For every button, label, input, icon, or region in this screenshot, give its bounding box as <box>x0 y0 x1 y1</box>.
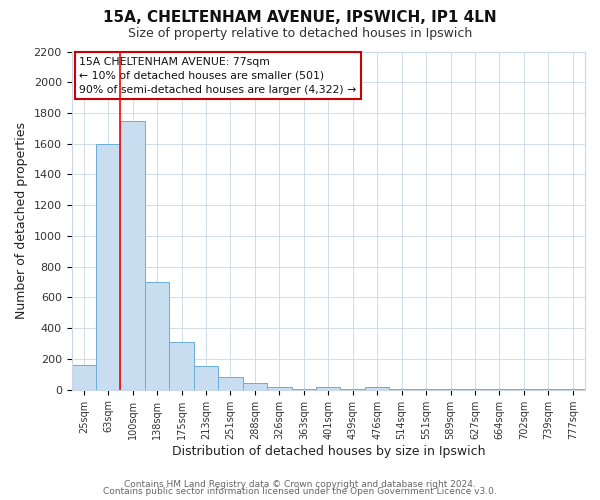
X-axis label: Distribution of detached houses by size in Ipswich: Distribution of detached houses by size … <box>172 444 485 458</box>
Bar <box>316 387 340 390</box>
Bar <box>96 144 121 390</box>
Text: Contains public sector information licensed under the Open Government Licence v3: Contains public sector information licen… <box>103 488 497 496</box>
Bar <box>463 389 487 390</box>
Text: Size of property relative to detached houses in Ipswich: Size of property relative to detached ho… <box>128 28 472 40</box>
Bar <box>145 282 169 390</box>
Bar <box>487 389 512 390</box>
Y-axis label: Number of detached properties: Number of detached properties <box>15 122 28 319</box>
Bar <box>438 389 463 390</box>
Text: 15A, CHELTENHAM AVENUE, IPSWICH, IP1 4LN: 15A, CHELTENHAM AVENUE, IPSWICH, IP1 4LN <box>103 10 497 25</box>
Bar <box>512 389 536 390</box>
Text: Contains HM Land Registry data © Crown copyright and database right 2024.: Contains HM Land Registry data © Crown c… <box>124 480 476 489</box>
Bar <box>536 389 560 390</box>
Bar <box>218 376 242 390</box>
Bar <box>71 365 96 390</box>
Bar <box>169 342 194 390</box>
Text: 15A CHELTENHAM AVENUE: 77sqm
← 10% of detached houses are smaller (501)
90% of s: 15A CHELTENHAM AVENUE: 77sqm ← 10% of de… <box>79 56 356 94</box>
Bar <box>389 389 414 390</box>
Bar <box>340 389 365 390</box>
Bar <box>121 120 145 390</box>
Bar <box>267 386 292 390</box>
Bar <box>292 389 316 390</box>
Bar <box>560 389 585 390</box>
Bar <box>414 389 438 390</box>
Bar <box>242 383 267 390</box>
Bar <box>194 366 218 390</box>
Bar <box>365 387 389 390</box>
